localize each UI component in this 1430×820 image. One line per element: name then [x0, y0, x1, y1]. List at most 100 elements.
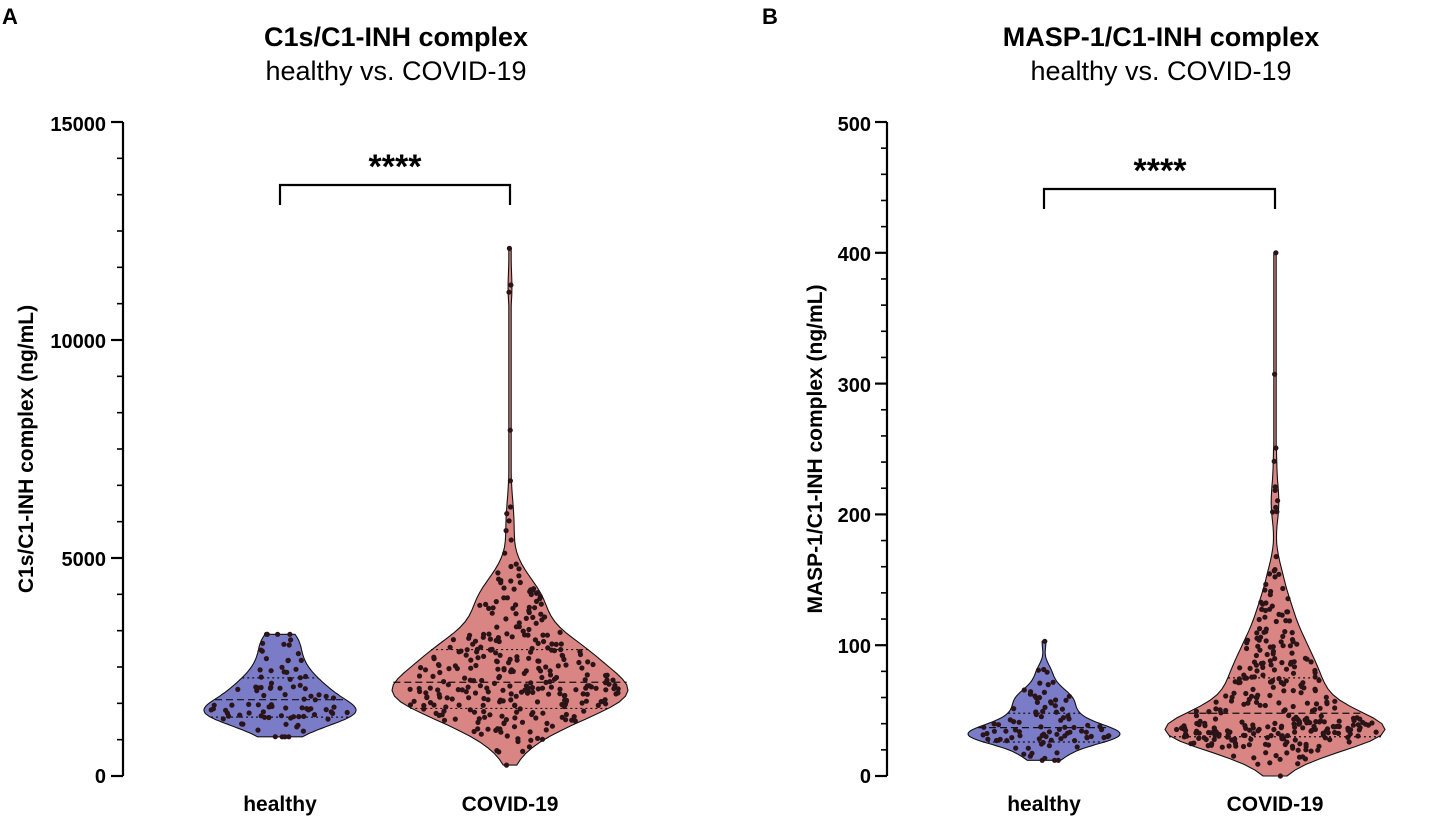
data-point	[1283, 618, 1289, 624]
data-point	[411, 698, 417, 704]
data-point	[1280, 643, 1286, 649]
data-point	[535, 658, 541, 664]
data-point	[483, 601, 489, 608]
data-point	[1273, 618, 1279, 625]
data-point	[311, 712, 318, 718]
chart-b-y-tick-label: 400	[838, 244, 871, 266]
data-point	[1291, 664, 1298, 670]
data-point	[981, 724, 987, 730]
data-point	[603, 687, 609, 693]
data-point	[520, 748, 526, 755]
data-point	[593, 685, 599, 691]
data-point	[1243, 690, 1249, 697]
data-point	[1256, 726, 1262, 732]
data-point	[494, 624, 500, 630]
data-point	[1324, 699, 1330, 705]
data-point	[1236, 676, 1242, 682]
data-point	[472, 638, 479, 644]
chart-b-subtitle: healthy vs. COVID-19	[1030, 56, 1291, 86]
data-point	[1332, 705, 1338, 711]
data-point	[435, 662, 442, 668]
data-point	[1332, 698, 1338, 704]
data-point	[507, 478, 513, 484]
data-point	[472, 690, 479, 696]
data-point	[538, 611, 544, 617]
data-point	[1011, 706, 1017, 712]
data-point	[497, 652, 503, 658]
data-point	[516, 620, 522, 626]
data-point	[1074, 744, 1080, 750]
data-point	[331, 704, 337, 710]
data-point	[1268, 733, 1274, 739]
data-point	[437, 669, 443, 676]
data-point	[1016, 729, 1023, 735]
data-point	[1183, 731, 1189, 737]
data-point	[229, 702, 235, 708]
data-point	[481, 631, 487, 638]
data-point	[1240, 732, 1247, 738]
data-point	[543, 664, 549, 670]
data-point	[1191, 740, 1197, 746]
data-point	[1300, 754, 1306, 760]
data-point	[1055, 757, 1061, 763]
data-point	[1360, 719, 1366, 726]
data-point	[421, 702, 427, 709]
violin-covid	[1164, 252, 1386, 777]
data-point	[1354, 715, 1360, 721]
data-point	[562, 692, 568, 699]
data-point	[530, 689, 536, 696]
data-point	[503, 616, 509, 622]
data-point	[1263, 638, 1269, 644]
data-point	[1025, 745, 1031, 751]
data-point	[268, 702, 274, 708]
data-point	[507, 656, 513, 663]
data-point	[443, 704, 449, 710]
data-point	[615, 690, 621, 696]
data-point	[1268, 662, 1274, 668]
data-point	[1247, 665, 1253, 672]
data-point	[258, 647, 264, 653]
data-point	[486, 605, 492, 612]
data-point	[508, 563, 514, 570]
data-point	[1355, 722, 1361, 728]
data-point	[1194, 728, 1200, 734]
chart-a-subtitle: healthy vs. COVID-19	[265, 56, 526, 86]
data-point	[1316, 743, 1322, 749]
data-point	[526, 604, 532, 611]
data-point	[995, 722, 1002, 728]
data-point	[1048, 737, 1054, 743]
data-point	[1312, 674, 1318, 680]
data-point	[1312, 667, 1318, 674]
data-point	[462, 675, 468, 681]
data-point	[255, 727, 261, 733]
data-point	[323, 693, 329, 700]
data-point	[533, 715, 539, 721]
data-point	[553, 674, 560, 681]
data-point	[257, 667, 263, 673]
data-point	[463, 689, 469, 695]
data-point	[1315, 747, 1321, 753]
data-point	[1048, 699, 1054, 705]
data-point	[1052, 757, 1058, 763]
data-point	[516, 624, 522, 630]
data-point	[563, 662, 569, 668]
data-point	[1056, 726, 1062, 733]
data-point	[529, 645, 535, 652]
data-point	[1053, 709, 1059, 715]
data-point	[475, 726, 481, 732]
data-point	[304, 706, 310, 712]
data-point	[1284, 739, 1290, 745]
data-point	[1285, 596, 1291, 602]
data-point	[1278, 639, 1284, 645]
data-point	[278, 713, 284, 719]
data-point	[223, 707, 229, 713]
data-point	[441, 717, 448, 723]
data-point	[1280, 585, 1286, 592]
data-point	[1254, 630, 1260, 636]
data-point	[1058, 736, 1064, 742]
data-point	[424, 694, 430, 700]
data-point	[508, 282, 514, 288]
data-point	[297, 675, 303, 681]
data-point	[542, 614, 548, 620]
chart-b-y-tick-label: 100	[838, 636, 871, 658]
